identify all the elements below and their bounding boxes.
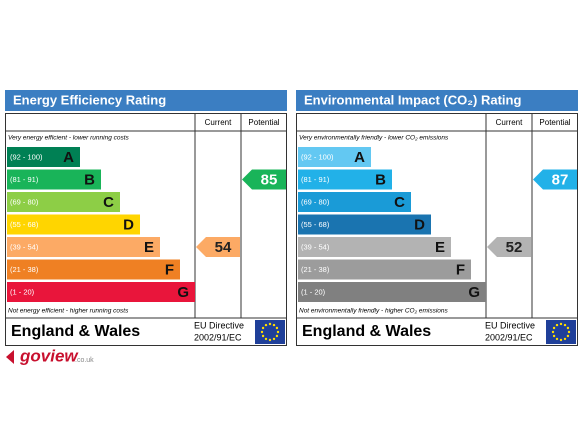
panel-frame bbox=[5, 113, 287, 346]
band-range: (55 - 68) bbox=[10, 220, 39, 229]
panel-frame bbox=[296, 113, 578, 346]
band-range: (81 - 91) bbox=[10, 175, 39, 184]
eu-star bbox=[261, 326, 265, 330]
band-bar bbox=[298, 259, 471, 280]
band-letter: B bbox=[375, 171, 386, 188]
eu-star bbox=[567, 330, 571, 334]
eu-star bbox=[275, 326, 279, 330]
top-note: Very environmentally friendly - lower CO… bbox=[299, 135, 449, 142]
eu-star bbox=[555, 323, 559, 327]
col-header: Potential bbox=[248, 118, 279, 127]
eu-star bbox=[260, 330, 264, 334]
title-bar bbox=[5, 90, 287, 111]
eu-star bbox=[559, 322, 563, 326]
band-bar bbox=[7, 169, 101, 190]
eu-star bbox=[551, 330, 555, 334]
rating-arrow bbox=[196, 237, 240, 257]
eu-star bbox=[566, 326, 570, 330]
band-bar bbox=[298, 282, 486, 302]
band-range: (92 - 100) bbox=[301, 152, 334, 161]
rating-value: 85 bbox=[261, 171, 278, 188]
rating-value: 87 bbox=[552, 171, 569, 188]
region: England & Wales bbox=[302, 323, 431, 340]
eu-star bbox=[563, 323, 567, 327]
band-bar bbox=[298, 214, 431, 235]
rating-arrow bbox=[242, 169, 286, 190]
band-bar bbox=[7, 282, 195, 302]
col-header: Potential bbox=[539, 118, 570, 127]
eu-star bbox=[566, 334, 570, 338]
eu-star bbox=[261, 334, 265, 338]
band-letter: A bbox=[354, 149, 365, 166]
band-bar bbox=[7, 214, 140, 235]
band-letter: C bbox=[103, 194, 114, 211]
region: England & Wales bbox=[11, 323, 140, 340]
eu-star bbox=[276, 330, 280, 334]
eu-star bbox=[275, 334, 279, 338]
band-range: (55 - 68) bbox=[301, 220, 330, 229]
band-range: (39 - 54) bbox=[10, 242, 39, 251]
band-letter: G bbox=[468, 284, 480, 301]
band-range: (81 - 91) bbox=[301, 175, 330, 184]
eu-star bbox=[555, 337, 559, 341]
title-bar bbox=[296, 90, 578, 111]
band-bar bbox=[298, 169, 392, 190]
directive-code: 2002/91/EC bbox=[485, 332, 533, 342]
panel-title: Energy Efficiency Rating bbox=[13, 92, 166, 107]
band-letter: E bbox=[435, 239, 445, 256]
panel-title: Environmental Impact (CO₂) Rating bbox=[304, 92, 521, 107]
band-letter: B bbox=[84, 171, 95, 188]
eu-star bbox=[559, 338, 563, 342]
bottom-note: Not environmentally friendly - higher CO… bbox=[299, 308, 449, 315]
eu-star bbox=[264, 337, 268, 341]
band-bar bbox=[7, 259, 180, 280]
logo-domain: .co.uk bbox=[75, 357, 94, 364]
rating-value: 54 bbox=[215, 239, 232, 256]
band-range: (21 - 38) bbox=[301, 265, 330, 274]
band-range: (92 - 100) bbox=[10, 152, 43, 161]
eu-star bbox=[552, 334, 556, 338]
band-range: (69 - 80) bbox=[301, 197, 330, 206]
band-bar bbox=[298, 147, 371, 167]
eu-star bbox=[272, 337, 276, 341]
band-range: (1 - 20) bbox=[301, 287, 326, 296]
top-note: Very energy efficient - lower running co… bbox=[8, 135, 130, 142]
band-range: (39 - 54) bbox=[301, 242, 330, 251]
band-bar bbox=[298, 237, 451, 257]
band-range: (21 - 38) bbox=[10, 265, 39, 274]
eu-star bbox=[272, 323, 276, 327]
eu-star bbox=[563, 337, 567, 341]
band-range: (1 - 20) bbox=[10, 287, 35, 296]
logo-brand: goview bbox=[19, 346, 79, 365]
band-letter: F bbox=[456, 261, 465, 278]
eu-star bbox=[268, 322, 272, 326]
eu-star bbox=[552, 326, 556, 330]
directive: EU Directive bbox=[194, 320, 244, 330]
logo-icon bbox=[6, 350, 14, 364]
band-bar bbox=[7, 192, 120, 212]
band-bar bbox=[7, 147, 80, 167]
eu-star bbox=[264, 323, 268, 327]
col-header: Current bbox=[496, 118, 523, 127]
band-letter: A bbox=[63, 149, 74, 166]
directive: EU Directive bbox=[485, 320, 535, 330]
band-letter: G bbox=[177, 284, 189, 301]
rating-value: 52 bbox=[506, 239, 523, 256]
band-letter: C bbox=[394, 194, 405, 211]
eu-star bbox=[268, 338, 272, 342]
band-letter: D bbox=[414, 216, 425, 233]
col-header: Current bbox=[205, 118, 232, 127]
band-range: (69 - 80) bbox=[10, 197, 39, 206]
directive-code: 2002/91/EC bbox=[194, 332, 242, 342]
rating-arrow bbox=[487, 237, 531, 257]
band-letter: E bbox=[144, 239, 154, 256]
bottom-note: Not energy efficient - higher running co… bbox=[8, 308, 129, 315]
rating-arrow bbox=[533, 169, 577, 190]
band-bar bbox=[7, 237, 160, 257]
band-letter: F bbox=[165, 261, 174, 278]
band-letter: D bbox=[123, 216, 134, 233]
band-bar bbox=[298, 192, 411, 212]
